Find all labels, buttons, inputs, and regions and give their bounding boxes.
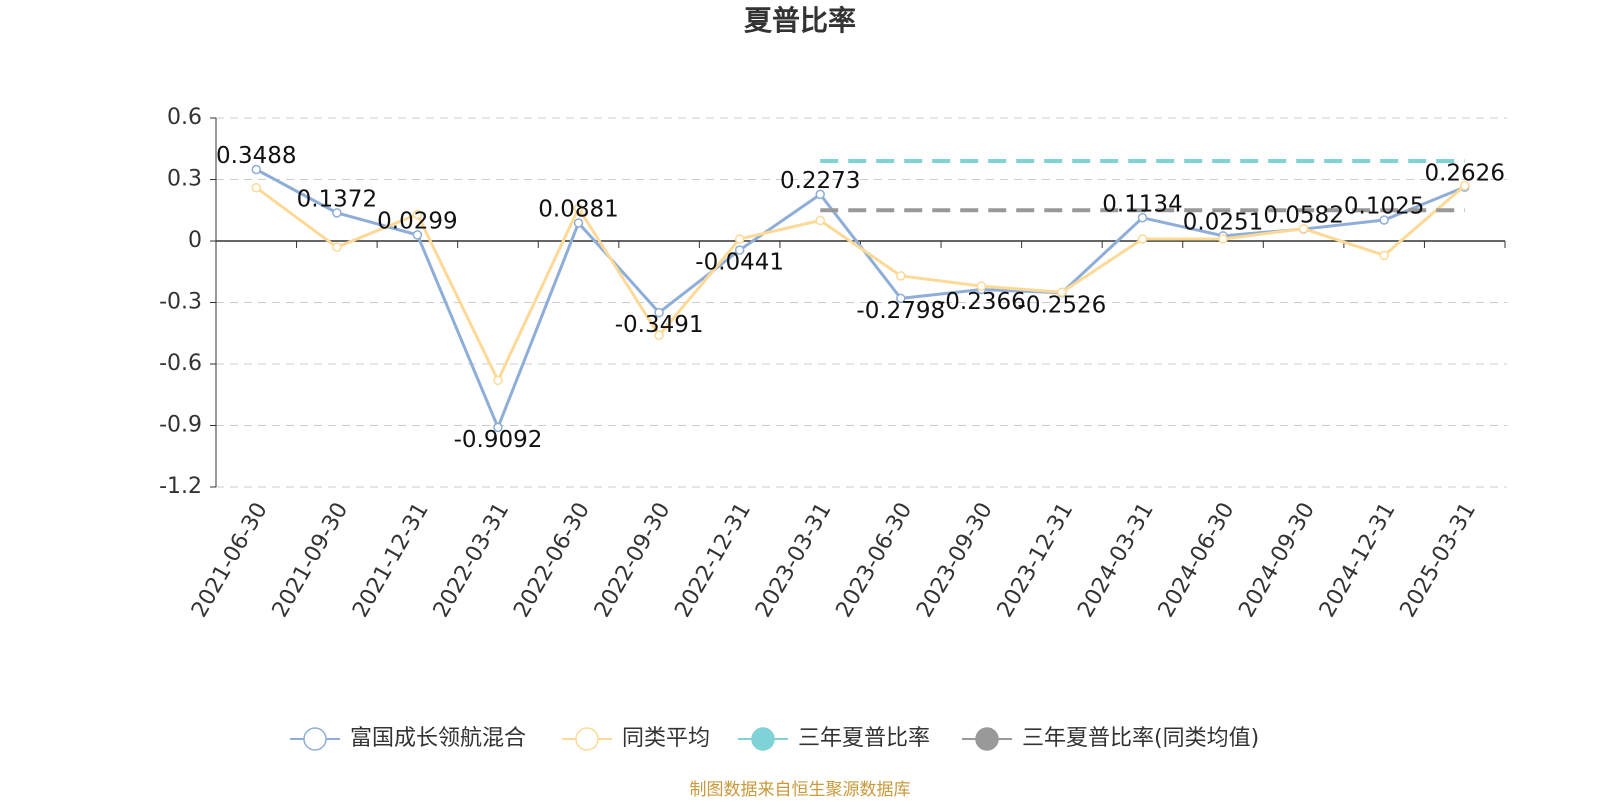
- x-tick-label: 2022-12-31: [670, 499, 756, 622]
- data-point: [815, 215, 825, 226]
- data-point: [734, 245, 745, 255]
- x-tick-label: 2024-09-30: [1234, 499, 1320, 622]
- legend-label: 同类平均: [622, 726, 710, 751]
- data-label: -0.2526: [1018, 292, 1107, 318]
- data-point: [251, 182, 262, 193]
- data-point: [654, 330, 664, 341]
- x-tick-label: 2024-12-31: [1315, 499, 1401, 622]
- x-tick-label: 2023-12-31: [993, 499, 1079, 622]
- data-point: [815, 189, 825, 200]
- series-line: [255, 184, 1466, 384]
- legend-marker: [575, 727, 599, 751]
- data-point: [332, 242, 342, 252]
- data-point: [573, 218, 584, 228]
- data-point: [1298, 223, 1309, 234]
- data-label: 0.0582: [1263, 203, 1343, 229]
- legend-item[interactable]: 三年夏普比率(同类均值): [962, 726, 1259, 751]
- data-point: [1218, 234, 1228, 244]
- x-tick-label: 2022-06-30: [509, 499, 595, 622]
- x-tick-label: 2023-03-31: [751, 499, 837, 622]
- legend-marker: [303, 727, 327, 751]
- data-point: [1379, 250, 1389, 261]
- x-tick-label: 2024-06-30: [1154, 499, 1240, 622]
- x-tick-label: 2021-09-30: [268, 499, 354, 622]
- x-tick-label: 2022-09-30: [590, 499, 676, 622]
- data-point: [976, 281, 987, 291]
- data-label: 0.2626: [1424, 161, 1504, 187]
- data-point: [896, 271, 906, 281]
- data-label: 0.1372: [297, 186, 377, 212]
- data-label: -0.0441: [695, 250, 784, 276]
- legend-marker: [975, 727, 999, 751]
- data-point: [1057, 287, 1067, 297]
- data-label: 0.1134: [1102, 191, 1182, 217]
- y-tick-label: -1.2: [159, 474, 202, 499]
- legend-label: 三年夏普比率(同类均值): [1022, 726, 1259, 751]
- x-tick-label: 2021-06-30: [187, 499, 273, 622]
- y-tick-label: -0.9: [159, 413, 202, 438]
- y-tick-label: -0.3: [159, 290, 202, 315]
- data-point: [654, 307, 664, 318]
- data-label: -0.3491: [615, 312, 704, 338]
- legend-label: 三年夏普比率: [798, 726, 930, 751]
- data-point: [1137, 234, 1148, 244]
- data-point: [896, 293, 906, 304]
- x-tick-label: 2023-09-30: [912, 499, 998, 622]
- legend-item[interactable]: 富国成长领航混合: [290, 726, 526, 751]
- chart-title: 夏普比率: [744, 4, 856, 37]
- data-point: [1137, 213, 1148, 223]
- data-point: [332, 208, 342, 218]
- legend-label: 富国成长领航混合: [350, 726, 526, 751]
- data-point: [493, 422, 503, 433]
- data-point: [493, 375, 503, 386]
- data-point: [734, 234, 745, 244]
- x-tick-label: 2024-03-31: [1073, 499, 1159, 622]
- y-tick-label: 0: [188, 228, 202, 253]
- data-label: 0.0251: [1183, 209, 1263, 235]
- x-tick-label: 2021-12-31: [348, 499, 434, 622]
- x-tick-label: 2025-03-31: [1396, 499, 1482, 622]
- source-note: 制图数据来自恒生聚源数据库: [690, 780, 911, 800]
- data-label: 0.3488: [216, 143, 296, 169]
- data-point: [1379, 215, 1389, 225]
- x-tick-label: 2022-03-31: [429, 499, 515, 622]
- data-point: [573, 203, 584, 213]
- legend-item[interactable]: 三年夏普比率: [738, 726, 930, 751]
- x-tick-label: 2023-06-30: [832, 499, 918, 622]
- data-point: [1459, 180, 1470, 191]
- data-point: [251, 164, 262, 175]
- data-label: 0.0299: [377, 208, 457, 234]
- data-label: -0.9092: [454, 427, 543, 453]
- data-label: 0.1025: [1344, 193, 1424, 219]
- data-label: -0.2366: [937, 289, 1026, 315]
- y-tick-label: 0.3: [167, 167, 202, 192]
- y-tick-label: -0.6: [159, 351, 202, 376]
- data-point: [412, 230, 423, 240]
- legend-marker: [751, 727, 775, 751]
- data-label: -0.2798: [856, 298, 945, 324]
- data-label: 0.2273: [780, 168, 860, 194]
- y-tick-label: 0.6: [167, 105, 202, 130]
- legend-item[interactable]: 同类平均: [562, 726, 710, 751]
- data-label: 0.0881: [538, 196, 618, 222]
- data-point: [412, 209, 423, 220]
